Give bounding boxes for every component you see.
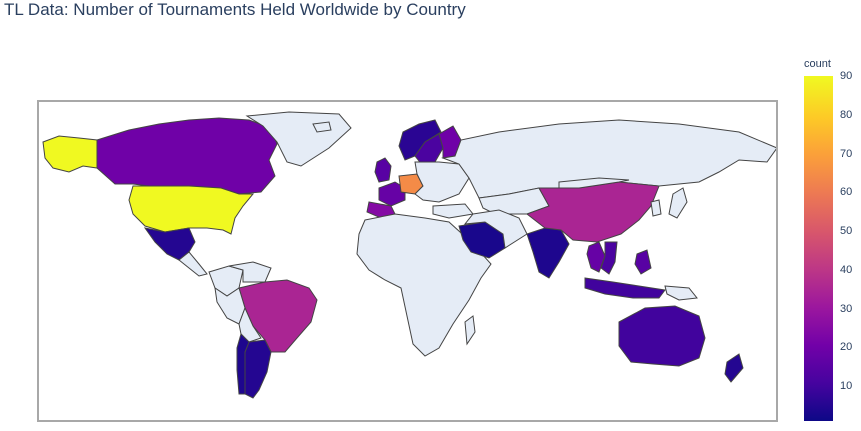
country-turkey[interactable] bbox=[432, 203, 474, 219]
colorbar-tick-label: 40 bbox=[840, 263, 853, 276]
country-europeeast[interactable] bbox=[414, 161, 470, 203]
colorbar-tick-label: 20 bbox=[840, 341, 853, 354]
colorbar bbox=[804, 76, 833, 421]
country-indonesia[interactable] bbox=[584, 277, 666, 299]
country-iceland[interactable] bbox=[312, 121, 332, 133]
country-centralamerica[interactable] bbox=[178, 251, 208, 277]
country-france[interactable] bbox=[378, 181, 406, 207]
country-new-zealand[interactable] bbox=[724, 353, 744, 383]
country-madagascar[interactable] bbox=[464, 315, 476, 346]
country-chile[interactable] bbox=[236, 333, 250, 395]
colorbar-title: count bbox=[804, 58, 831, 70]
country-argentina[interactable] bbox=[244, 339, 272, 399]
chart-title: TL Data: Number of Tournaments Held Worl… bbox=[4, 0, 466, 19]
country-japan[interactable] bbox=[668, 187, 688, 219]
colorbar-tick-label: 30 bbox=[840, 302, 853, 315]
colorbar-tick-label: 60 bbox=[840, 186, 853, 199]
country-united-kingdom[interactable] bbox=[374, 157, 392, 183]
colorbar-tick-label: 80 bbox=[840, 108, 853, 121]
country-thailand[interactable] bbox=[586, 241, 606, 273]
country-canada[interactable] bbox=[96, 117, 278, 195]
country-alaska[interactable] bbox=[42, 135, 98, 173]
country-korea[interactable] bbox=[650, 199, 662, 217]
country-china[interactable] bbox=[525, 181, 660, 243]
colorbar-tick-label: 10 bbox=[840, 380, 853, 393]
country-vietnam[interactable] bbox=[600, 241, 618, 275]
countries-layer bbox=[42, 111, 776, 399]
colorbar-tick-label: 50 bbox=[840, 225, 853, 238]
country-india[interactable] bbox=[526, 227, 570, 279]
colorbar-tick-label: 90 bbox=[840, 70, 853, 82]
country-mongolia[interactable] bbox=[558, 177, 630, 189]
country-philippines[interactable] bbox=[634, 249, 652, 275]
country-united-states[interactable] bbox=[128, 185, 255, 235]
country-australia[interactable] bbox=[618, 305, 706, 367]
map-frame[interactable] bbox=[37, 100, 778, 422]
country-middleeast[interactable] bbox=[463, 209, 528, 249]
country-papuang[interactable] bbox=[664, 285, 698, 301]
colorbar-tick-label: 70 bbox=[840, 147, 853, 160]
world-map[interactable] bbox=[39, 102, 778, 422]
country-africa[interactable] bbox=[356, 213, 492, 357]
